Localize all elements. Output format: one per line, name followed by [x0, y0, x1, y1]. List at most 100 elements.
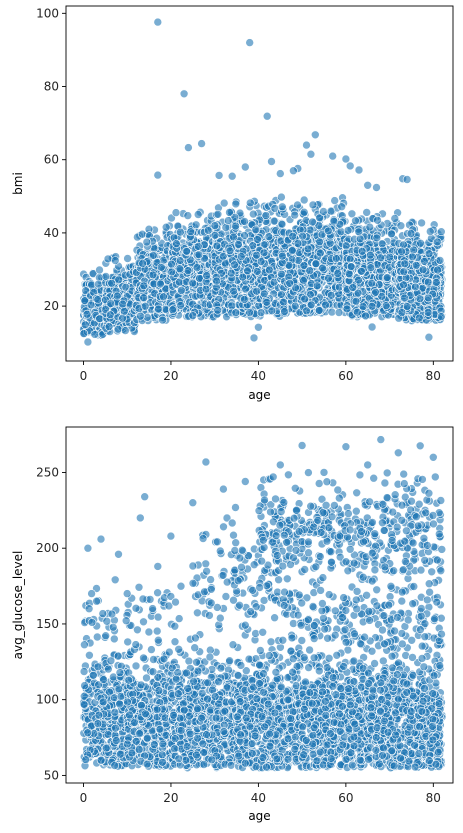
bmi-outlier-point: [249, 333, 259, 343]
bmi-data-point: [80, 296, 90, 306]
bmi-data-point: [417, 218, 426, 228]
glucose-data-point: [93, 719, 103, 728]
bmi-outlier-point: [153, 17, 163, 27]
bmi-data-point: [315, 248, 325, 258]
glucose-data-point: [98, 697, 108, 707]
bmi-data-point: [288, 232, 298, 241]
bmi-data-point: [351, 216, 360, 225]
bmi-data-point: [219, 198, 229, 208]
bmi-data-point: [230, 260, 239, 270]
bmi-data-point: [425, 227, 435, 236]
bmi-data-point: [212, 276, 221, 286]
bmi-y-axis-label: bmi: [11, 172, 25, 195]
bmi-data-point: [95, 265, 104, 275]
bmi-data-point: [354, 227, 364, 237]
bmi-data-point: [397, 308, 407, 317]
bmi-data-point: [123, 254, 132, 263]
bmi-x-tick-label: 80: [426, 369, 441, 383]
bmi-x-tick-label: 60: [338, 369, 353, 383]
bmi-y-tick-label: 40: [44, 226, 59, 240]
glucose-data-point: [157, 750, 167, 760]
bmi-outlier-point: [345, 161, 355, 171]
glucose-data-point: [134, 745, 144, 754]
bmi-data-point: [171, 208, 181, 217]
bmi-data-point: [142, 237, 152, 247]
bmi-data-point: [319, 207, 328, 216]
bmi-data-point: [111, 256, 120, 265]
bmi-data-point: [231, 199, 241, 209]
bmi-data-point: [277, 202, 287, 212]
bmi-data-point: [312, 281, 322, 291]
bmi-data-point: [183, 266, 193, 275]
bmi-data-point: [113, 324, 123, 334]
bmi-data-point: [343, 226, 353, 235]
glucose-data-point: [85, 650, 94, 660]
bmi-data-point: [337, 202, 347, 211]
bmi-data-point: [213, 305, 222, 315]
bmi-data-point: [167, 259, 176, 269]
bmi-data-point: [86, 300, 96, 310]
glucose-data-point: [152, 705, 162, 715]
bmi-data-point: [436, 312, 446, 321]
bmi-data-point: [399, 280, 408, 290]
bmi-data-point: [249, 209, 258, 219]
bmi-data-point: [210, 221, 220, 230]
bmi-data-point: [186, 227, 195, 236]
glucose-data-point: [131, 661, 141, 671]
bmi-data-point: [138, 259, 147, 268]
glucose-data-point: [103, 730, 113, 739]
bmi-data-point: [361, 311, 370, 321]
bmi-data-point: [305, 266, 315, 275]
bmi-data-point: [159, 292, 168, 302]
bmi-outlier-point: [306, 149, 316, 159]
bmi-data-point: [210, 230, 220, 240]
bmi-data-point: [408, 252, 417, 262]
bmi-data-point: [315, 237, 325, 246]
bmi-data-point: [346, 262, 356, 272]
bmi-data-point: [355, 234, 365, 244]
bmi-data-point: [136, 311, 145, 321]
bmi-data-point: [365, 250, 375, 260]
bmi-data-point: [433, 265, 442, 275]
bmi-data-point: [154, 304, 163, 314]
bmi-data-point: [246, 198, 255, 208]
bmi-data-point: [329, 216, 339, 226]
bmi-data-point: [141, 301, 150, 311]
bmi-data-point: [90, 330, 100, 339]
bmi-data-point: [420, 256, 429, 266]
bmi-data-point: [299, 195, 309, 205]
bmi-data-point: [383, 273, 392, 282]
glucose-data-point: [83, 728, 93, 738]
bmi-data-point: [103, 254, 113, 264]
bmi-data-point: [336, 227, 346, 236]
bmi-data-point: [82, 309, 92, 319]
bmi-data-point: [262, 297, 272, 307]
bmi-data-point: [139, 281, 149, 291]
bmi-data-point: [327, 307, 337, 317]
bmi-data-point: [183, 211, 193, 220]
bmi-data-point: [81, 320, 90, 330]
glucose-data-point: [123, 697, 132, 707]
bmi-data-point: [276, 290, 286, 299]
bmi-data-point: [423, 308, 433, 317]
bmi-data-point: [203, 226, 213, 235]
glucose-data-point: [158, 757, 167, 767]
bmi-data-point: [308, 217, 317, 227]
glucose-data-point: [106, 656, 116, 666]
bmi-data-point: [172, 239, 181, 248]
bmi-outlier-point: [289, 166, 298, 175]
bmi-outlier-point: [254, 322, 263, 332]
bmi-data-point: [354, 275, 363, 285]
glucose-data-point: [94, 710, 104, 720]
bmi-data-point: [299, 276, 308, 285]
bmi-data-point: [156, 279, 165, 289]
bmi-data-point: [321, 300, 330, 310]
bmi-data-point: [397, 247, 406, 256]
bmi-data-point: [224, 216, 233, 225]
bmi-outlier-point: [83, 337, 93, 347]
bmi-data-point: [138, 229, 147, 239]
bmi-outlier-point: [184, 143, 193, 152]
bmi-data-point: [240, 295, 249, 304]
